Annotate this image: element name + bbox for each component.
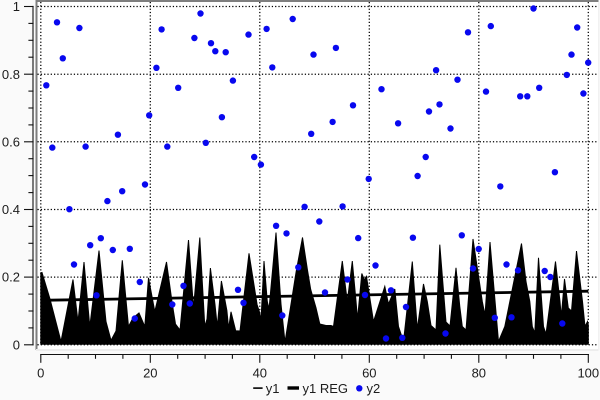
svg-text:0.2: 0.2 — [2, 270, 20, 285]
svg-text:40: 40 — [253, 366, 267, 381]
svg-text:0.8: 0.8 — [2, 67, 20, 82]
svg-text:y2: y2 — [366, 381, 380, 396]
svg-text:0: 0 — [37, 366, 44, 381]
svg-text:100: 100 — [577, 366, 599, 381]
svg-text:60: 60 — [362, 366, 376, 381]
svg-text:1: 1 — [13, 0, 20, 14]
svg-text:y1 REG: y1 REG — [302, 381, 348, 396]
svg-text:0.6: 0.6 — [2, 134, 20, 149]
svg-text:0: 0 — [13, 337, 20, 352]
svg-text:20: 20 — [143, 366, 157, 381]
svg-text:y1: y1 — [266, 381, 280, 396]
svg-text:80: 80 — [472, 366, 486, 381]
svg-text:0.4: 0.4 — [2, 202, 20, 217]
